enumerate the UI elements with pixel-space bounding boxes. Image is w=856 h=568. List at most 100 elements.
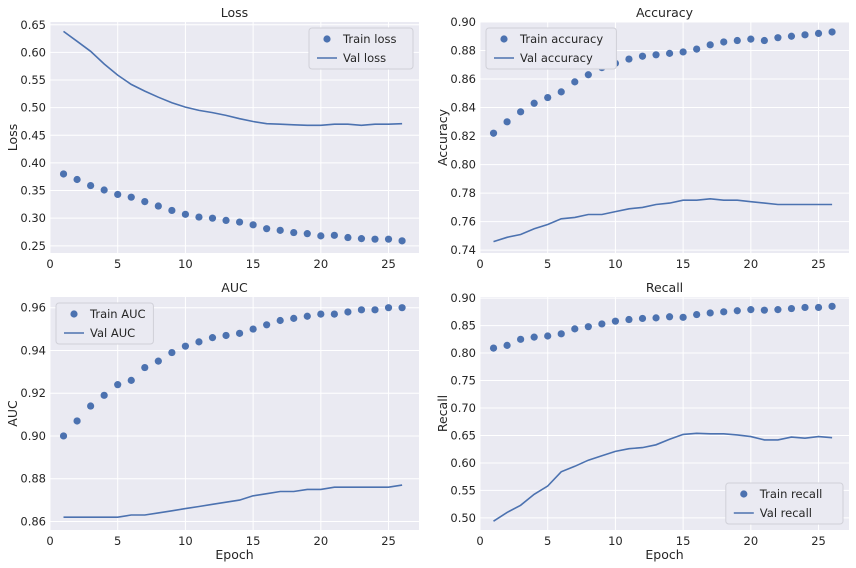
train-auc-point [141, 363, 149, 372]
train-accuracy-point [665, 49, 674, 57]
y-tick-label: 0.92 [20, 386, 46, 400]
x-tick-label: 15 [246, 534, 261, 548]
train-recall-point [774, 306, 782, 314]
train-auc-point [154, 357, 162, 365]
train-loss-point [249, 221, 257, 229]
train-recall-point [598, 320, 606, 328]
train-recall-point [814, 303, 823, 312]
train-recall-point [584, 323, 592, 331]
train-auc-point [384, 304, 393, 312]
x-tick-label: 0 [476, 257, 483, 271]
train-auc-point [330, 310, 338, 318]
y-tick-label: 0.40 [20, 156, 46, 170]
train-accuracy-point [544, 93, 552, 102]
legend-box [725, 482, 844, 525]
train-loss-point [114, 190, 122, 199]
y-tick-label: 0.90 [20, 429, 46, 443]
train-auc-point [59, 432, 68, 440]
train-loss-point [195, 213, 203, 221]
legend: Train accuracy Val accuracy [485, 27, 617, 70]
train-loss-point [181, 210, 190, 218]
panel-accuracy: 0 5 10 15 20 25 0.74 0.76 0.78 0.80 0.82 0.84 0.86 0.… [435, 5, 849, 271]
y-tick-label: 0.88 [20, 472, 46, 486]
train-recall-point [747, 306, 755, 314]
y-axis-label: Loss [5, 124, 20, 151]
train-recall-point [503, 341, 511, 349]
legend-label: Train recall [759, 487, 823, 501]
y-tick-label: 0.86 [20, 514, 46, 528]
x-tick-label: 20 [744, 257, 759, 271]
train-auc-point [290, 314, 298, 322]
train-auc-point [303, 312, 311, 320]
train-accuracy-point [489, 129, 498, 137]
train-auc-point [398, 304, 406, 312]
train-auc-point [87, 402, 95, 410]
legend-label: Train AUC [89, 307, 146, 321]
val-accuracy-line [493, 197, 833, 243]
train-loss-point [141, 198, 149, 206]
x-tick-label: 20 [314, 257, 329, 271]
train-accuracy-point [625, 55, 633, 63]
x-axis-label: Epoch [215, 547, 253, 562]
train-loss-point [290, 228, 298, 237]
train-auc-point [344, 308, 352, 316]
legend-label: Val loss [343, 51, 386, 65]
train-auc-point [222, 331, 230, 340]
y-tick-label: 0.45 [20, 128, 46, 142]
train-accuracy-point [760, 36, 768, 45]
train-loss-point [59, 170, 68, 178]
y-tick-label: 0.84 [450, 101, 476, 115]
panel-title: Recall [646, 280, 683, 295]
train-recall-point [571, 325, 579, 333]
y-tick-label: 0.55 [450, 483, 476, 497]
train-auc-point [73, 417, 81, 425]
y-tick-label: 0.60 [450, 456, 476, 470]
train-loss-point [235, 218, 244, 226]
x-tick-label: 10 [178, 534, 193, 548]
legend-label: Val accuracy [520, 51, 593, 65]
x-tick-label: 25 [381, 534, 396, 548]
y-tick-label: 0.90 [450, 15, 476, 29]
x-tick-label: 20 [314, 534, 329, 548]
train-loss-point [208, 214, 217, 222]
train-auc-point [127, 376, 135, 384]
train-recall-point [517, 335, 525, 343]
val-recall-line [493, 432, 833, 522]
x-tick-label: 5 [114, 257, 121, 271]
x-tick-label: 0 [46, 257, 53, 271]
x-tick-label: 10 [608, 534, 623, 548]
y-tick-label: 0.94 [20, 343, 46, 357]
x-tick-label: 15 [676, 534, 691, 548]
train-recall-point [665, 313, 674, 321]
train-accuracy-point [584, 71, 592, 79]
train-recall-point [720, 308, 728, 316]
x-tick-label: 5 [114, 534, 121, 548]
train-recall-point [611, 317, 620, 325]
train-loss-point [371, 235, 379, 243]
train-auc-point [317, 310, 325, 318]
train-loss-point [168, 206, 176, 215]
legend-box [485, 27, 617, 70]
train-accuracy-point [679, 48, 687, 56]
panel-title: Accuracy [636, 5, 694, 20]
legend: Train loss Val loss [308, 27, 414, 70]
train-loss-point [154, 202, 162, 210]
train-auc-point [235, 329, 244, 337]
train-loss-point [344, 233, 352, 242]
train-loss-point [330, 231, 338, 239]
legend: Train recall Val recall [725, 482, 844, 525]
train-accuracy-point [503, 118, 511, 126]
x-tick-label: 15 [676, 257, 691, 271]
train-loss-point [100, 186, 108, 194]
train-accuracy-point [733, 36, 741, 45]
y-tick-label: 0.55 [20, 73, 46, 87]
train-recall-point [760, 306, 768, 314]
train-recall-point [693, 310, 701, 319]
train-recall-point [557, 330, 565, 338]
train-accuracy-point [693, 45, 701, 53]
train-auc-point [114, 381, 122, 389]
y-tick-label: 0.80 [450, 158, 476, 172]
y-tick-label: 0.50 [20, 101, 46, 115]
y-tick-label: 0.88 [450, 44, 476, 58]
x-tick-label: 5 [544, 257, 551, 271]
